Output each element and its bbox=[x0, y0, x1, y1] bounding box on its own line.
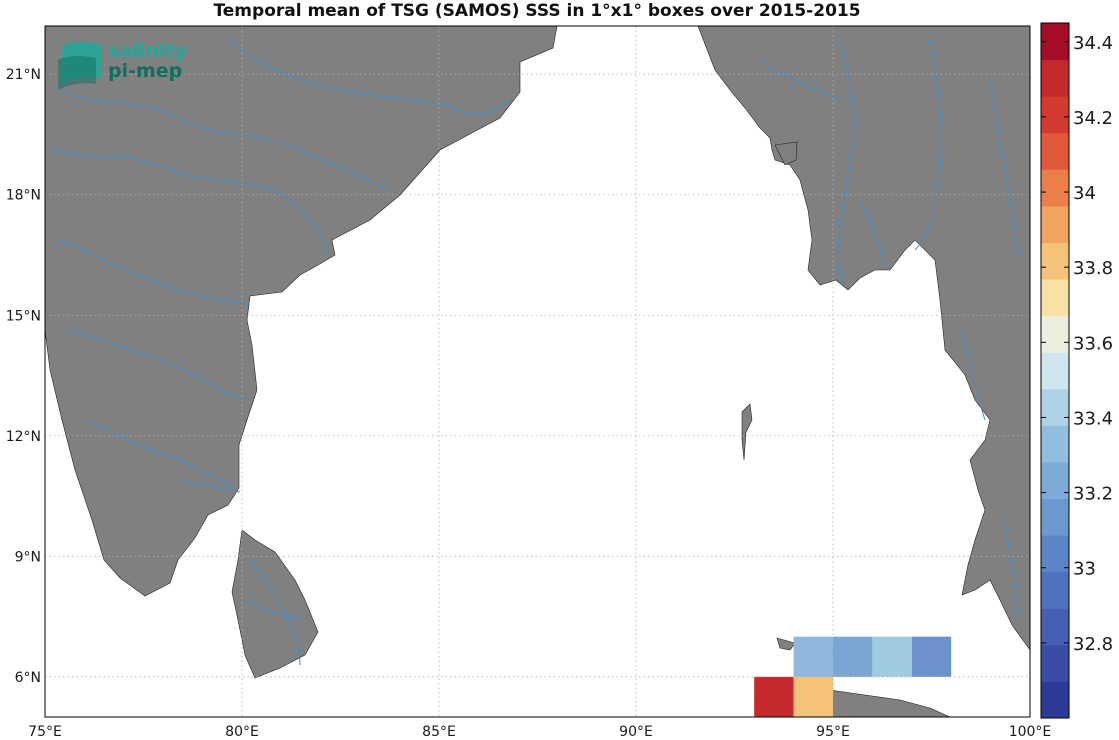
river-line bbox=[69, 329, 246, 401]
burma-landmass bbox=[697, 25, 1031, 651]
river-line bbox=[989, 79, 1021, 261]
river-line bbox=[959, 329, 986, 421]
colorbar-cell bbox=[1041, 388, 1069, 426]
islet-a bbox=[774, 141, 798, 166]
colorbar-tick-label: 34.4 bbox=[1073, 33, 1113, 54]
river-line bbox=[59, 239, 251, 306]
river-line bbox=[229, 39, 511, 115]
colorbar-cell bbox=[1041, 352, 1069, 390]
map-panel: 75°E 80°E 85°E 90°E 95°E 100°E 6°N 9°N 12°N 15°N… bbox=[6, 25, 1051, 740]
sss-box bbox=[872, 636, 912, 677]
colorbar-tick-label: 32.8 bbox=[1073, 634, 1113, 655]
logo-wave-shadow bbox=[58, 56, 96, 90]
salinity-pi-mep-logo: salinity pi-mep bbox=[58, 40, 187, 90]
colorbar-cells bbox=[1041, 23, 1069, 719]
colorbar-cell bbox=[1041, 461, 1069, 500]
lat-tick-label: 21°N bbox=[6, 67, 41, 83]
andaman-islands bbox=[741, 403, 753, 461]
colorbar-tick-label: 33.4 bbox=[1073, 408, 1113, 429]
river-line bbox=[179, 479, 241, 493]
river-line bbox=[914, 39, 942, 251]
river-line bbox=[59, 89, 391, 191]
river-line bbox=[244, 599, 306, 621]
lat-tick-label: 6°N bbox=[15, 670, 41, 686]
lat-tick-label: 12°N bbox=[6, 429, 41, 445]
sss-box bbox=[754, 676, 794, 717]
sss-box bbox=[833, 636, 873, 677]
lat-tick-label: 18°N bbox=[6, 188, 41, 204]
colorbar-tick-label: 33.8 bbox=[1073, 258, 1113, 279]
islet-b bbox=[776, 637, 796, 651]
colorbar-cell bbox=[1041, 59, 1069, 97]
rivers bbox=[49, 39, 1021, 666]
colorbar-cell bbox=[1041, 205, 1069, 243]
map-frame bbox=[44, 25, 1031, 718]
latitude-tick-labels: 6°N 9°N 12°N 15°N 18°N 21°N bbox=[6, 67, 41, 686]
lon-tick-label: 95°E bbox=[816, 724, 850, 740]
colorbar-cell bbox=[1041, 425, 1069, 463]
colorbar-cell bbox=[1041, 535, 1069, 573]
figure-title: Temporal mean of TSG (SAMOS) SSS in 1°x1… bbox=[213, 1, 860, 21]
sss-box bbox=[793, 676, 833, 717]
river-line bbox=[249, 559, 301, 666]
longitude-tick-labels: 75°E 80°E 85°E 90°E 95°E 100°E bbox=[28, 724, 1051, 740]
colorbar-cell bbox=[1041, 132, 1069, 170]
colorbar-tick-label: 33 bbox=[1073, 559, 1096, 580]
colorbar-cell bbox=[1041, 571, 1069, 609]
colorbar: 32.8 33 33.2 33.4 33.6 33.8 34 34.2 34.4 bbox=[1040, 22, 1113, 719]
lon-tick-label: 90°E bbox=[619, 724, 653, 740]
colorbar-cell bbox=[1041, 279, 1069, 317]
river-line bbox=[89, 419, 236, 486]
colorbar-frame bbox=[1040, 22, 1070, 719]
river-line bbox=[49, 149, 331, 256]
lon-tick-label: 75°E bbox=[28, 724, 62, 740]
india-landmass bbox=[44, 25, 558, 597]
colorbar-cell bbox=[1041, 242, 1069, 280]
river-line bbox=[837, 39, 855, 286]
lon-tick-label: 85°E bbox=[422, 724, 456, 740]
logo-line1: salinity bbox=[108, 40, 187, 62]
colorbar-cell bbox=[1041, 644, 1069, 682]
logo-line2: pi-mep bbox=[108, 60, 182, 82]
colorbar-tick-label: 33.6 bbox=[1073, 333, 1113, 354]
colorbar-cell bbox=[1041, 498, 1069, 536]
colorbar-cell bbox=[1041, 681, 1069, 719]
colorbar-cell bbox=[1041, 169, 1069, 207]
river-line bbox=[859, 199, 886, 266]
colorbar-cell bbox=[1041, 96, 1069, 134]
sss-box bbox=[911, 636, 952, 677]
sss-box bbox=[793, 636, 833, 677]
lat-tick-label: 15°N bbox=[6, 308, 41, 324]
colorbar-tick-labels: 32.8 33 33.2 33.4 33.6 33.8 34 34.2 34.4 bbox=[1041, 33, 1113, 655]
lat-tick-label: 9°N bbox=[15, 549, 41, 565]
lon-tick-label: 100°E bbox=[1009, 724, 1052, 740]
sss-boxes bbox=[754, 636, 952, 717]
river-line bbox=[759, 59, 841, 101]
colorbar-tick-label: 34.2 bbox=[1073, 108, 1113, 129]
colorbar-tick-label: 34 bbox=[1073, 183, 1096, 204]
colorbar-cell bbox=[1041, 608, 1069, 646]
lon-tick-label: 80°E bbox=[225, 724, 259, 740]
river-line bbox=[1004, 519, 1021, 621]
colorbar-tick-label: 33.2 bbox=[1073, 484, 1113, 505]
colorbar-cell bbox=[1041, 315, 1069, 353]
